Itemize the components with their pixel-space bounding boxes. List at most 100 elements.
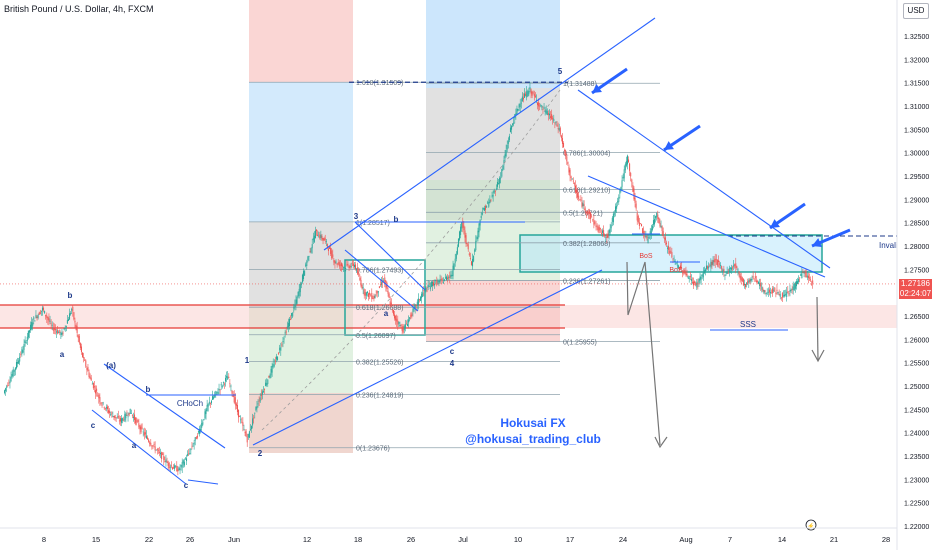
candle-body — [701, 275, 703, 276]
candle-body — [91, 383, 93, 385]
candle-body — [57, 329, 59, 334]
y-tick-label: 1.25500 — [904, 361, 929, 368]
candle-body — [283, 338, 285, 340]
falling-lower — [587, 175, 826, 278]
candle-body — [518, 104, 520, 108]
candle-body — [220, 384, 222, 386]
candle-body — [249, 429, 251, 431]
candle-body — [468, 253, 470, 256]
candle-body — [720, 265, 722, 266]
candle-body — [364, 292, 366, 296]
candle-body — [69, 313, 71, 320]
candle-body — [392, 310, 394, 315]
candle-body — [440, 278, 442, 280]
candle-body — [333, 260, 335, 263]
candle-body — [30, 324, 32, 331]
candle-body — [632, 184, 634, 192]
candle-body — [54, 329, 56, 331]
candle-body — [61, 332, 63, 335]
candle-body — [89, 376, 91, 379]
wave-label: 2 — [258, 449, 263, 458]
y-tick-label: 1.29500 — [904, 174, 929, 181]
candle-body — [293, 307, 295, 309]
candle-body — [358, 272, 360, 276]
candle-body — [243, 428, 245, 430]
candle-body — [649, 231, 651, 236]
candle-body — [14, 367, 16, 371]
candle-body — [642, 228, 644, 234]
candle-body — [66, 320, 68, 324]
candle-body — [768, 289, 770, 293]
candle-body — [197, 431, 199, 433]
candle-body — [20, 353, 22, 355]
candle-body — [356, 268, 358, 270]
candle-body — [700, 276, 702, 280]
candle-body — [520, 102, 522, 104]
candle-body — [618, 197, 620, 202]
candle-body — [368, 293, 370, 297]
candle-body — [158, 451, 160, 453]
candle-body — [712, 260, 714, 265]
candle-body — [615, 206, 617, 212]
candle-body — [340, 263, 342, 267]
candle-body — [760, 282, 762, 287]
candle-body — [111, 412, 113, 414]
pointer-arrow-4-head — [812, 238, 822, 248]
candle-body — [114, 415, 116, 419]
candle-body — [434, 283, 436, 286]
candle-body — [188, 453, 190, 455]
candle-body — [737, 269, 739, 271]
candle-body — [465, 235, 467, 244]
candle-body — [242, 422, 244, 426]
candle-body — [187, 454, 189, 456]
x-tick-label: 26 — [407, 535, 415, 544]
candle-body — [10, 376, 12, 382]
candle-body — [173, 467, 175, 469]
candle-body — [153, 443, 155, 445]
candle-body — [538, 102, 540, 107]
candle-body — [261, 391, 263, 395]
candle-body — [680, 265, 682, 269]
candle-body — [408, 319, 410, 323]
candle-body — [203, 419, 205, 420]
candle-body — [21, 349, 23, 355]
candle-body — [278, 352, 280, 354]
candle-body — [646, 236, 648, 239]
candle-body — [136, 420, 138, 422]
candle-body — [620, 186, 622, 191]
candle-body — [595, 225, 597, 228]
candle-body — [732, 267, 734, 269]
candle-body — [98, 394, 100, 399]
fib-right-label: 0(1.25955) — [563, 339, 597, 346]
candle-body — [324, 238, 326, 241]
candle-body — [232, 394, 234, 397]
candle-body — [777, 291, 779, 294]
candle-body — [177, 469, 179, 472]
y-tick-label: 1.27500 — [904, 267, 929, 274]
watermark: Hokusai FX @hokusai_trading_club — [433, 415, 633, 447]
candle-body — [27, 330, 29, 338]
candle-body — [702, 272, 704, 278]
y-tick-label: 1.32500 — [904, 34, 929, 41]
y-tick-label: 1.32000 — [904, 57, 929, 64]
candle-body — [281, 344, 283, 346]
candle-body — [456, 247, 458, 254]
candle-body — [50, 323, 52, 325]
candle-body — [404, 324, 406, 329]
candle-body — [77, 334, 79, 339]
candle-body — [95, 390, 97, 394]
candle-body — [512, 123, 514, 126]
candle-body — [179, 468, 181, 470]
candle-body — [769, 292, 771, 294]
candle-body — [166, 461, 168, 463]
candle-body — [812, 280, 814, 284]
candle-body — [697, 283, 699, 285]
candle-body — [606, 234, 608, 238]
candle-body — [807, 275, 809, 279]
candle-body — [402, 326, 404, 333]
candle-body — [555, 121, 557, 123]
currency-button[interactable]: USD — [903, 3, 929, 19]
candle-body — [746, 282, 748, 285]
candle-body — [664, 237, 666, 241]
